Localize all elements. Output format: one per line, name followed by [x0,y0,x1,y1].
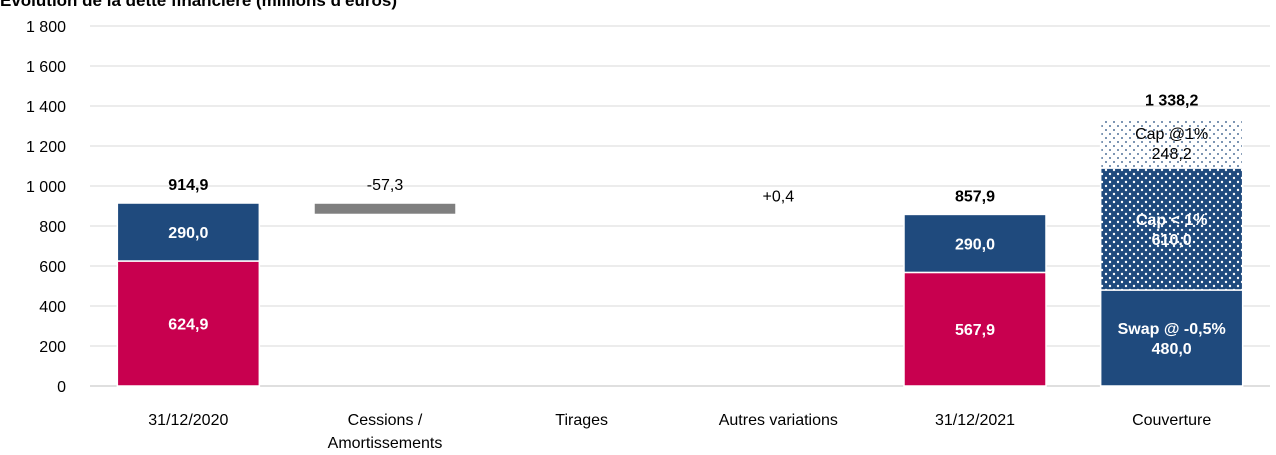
bar-value-label: Swap @ -0,5% [1118,321,1226,338]
y-tick-label: 1 600 [26,59,66,76]
bar-segment [706,213,851,217]
bar-value-label: 480,0 [1152,341,1192,358]
bar-value-label: 624,9 [168,317,208,334]
x-tick-label-c1: 31/12/2020 [148,412,228,429]
x-tick-label-c4: Autres variations [719,412,838,429]
x-tick-label-c5: 31/12/2021 [935,412,1015,429]
y-tick-label: 800 [39,219,66,236]
x-tick-label-c2: Amortissements [328,435,443,452]
x-tick-label-c2: Cessions / [348,412,423,429]
y-tick-label: 1 000 [26,179,66,196]
y-axis: 0 200 400 600 800 1 000 1 200 1 400 1 600 1 800 [26,19,66,396]
gridlines [90,25,1270,387]
y-tick-label: 1 400 [26,99,66,116]
total-label: 914,9 [168,177,208,194]
bar-value-label: 290,0 [168,225,208,242]
bar-value-label: Cap @1% [1135,126,1208,143]
bar-segment [1099,117,1244,169]
bar-segment [1099,289,1244,387]
data-labels: 624,9 290,0 567,9 290,0 Swap @ -0,5% 480,0 Cap… [168,92,1225,358]
y-tick-label: 1 800 [26,19,66,36]
bar-segment [116,202,261,262]
chart-title: Evolution de la dette financière (millio… [0,0,397,10]
bar-segment [1099,167,1244,291]
bar-segment [116,260,261,387]
bar-value-label: 610,0 [1152,232,1192,249]
total-label: 1 338,2 [1145,92,1198,109]
bar-segment [903,213,1047,274]
bar-value-label: 567,9 [955,322,995,339]
bar-value-label: 248,2 [1152,146,1192,163]
y-tick-label: 600 [39,259,66,276]
total-label: -57,3 [367,177,404,194]
bar-segment [313,202,457,216]
y-tick-label: 1 200 [26,139,66,156]
y-tick-label: 200 [39,339,66,356]
y-tick-label: 0 [57,379,66,396]
total-label: 857,9 [955,188,995,205]
total-label: +0,4 [763,188,795,205]
x-tick-label-c6: Couverture [1132,412,1211,429]
bar-value-label: 290,0 [955,236,995,253]
bar-value-label: Cap < 1% [1136,212,1208,229]
y-tick-label: 400 [39,299,66,316]
x-tick-label-c3: Tirages [555,412,608,429]
x-axis: 31/12/2020 Cessions / Amortissements Tirage… [148,412,1211,452]
bars [116,117,1244,387]
